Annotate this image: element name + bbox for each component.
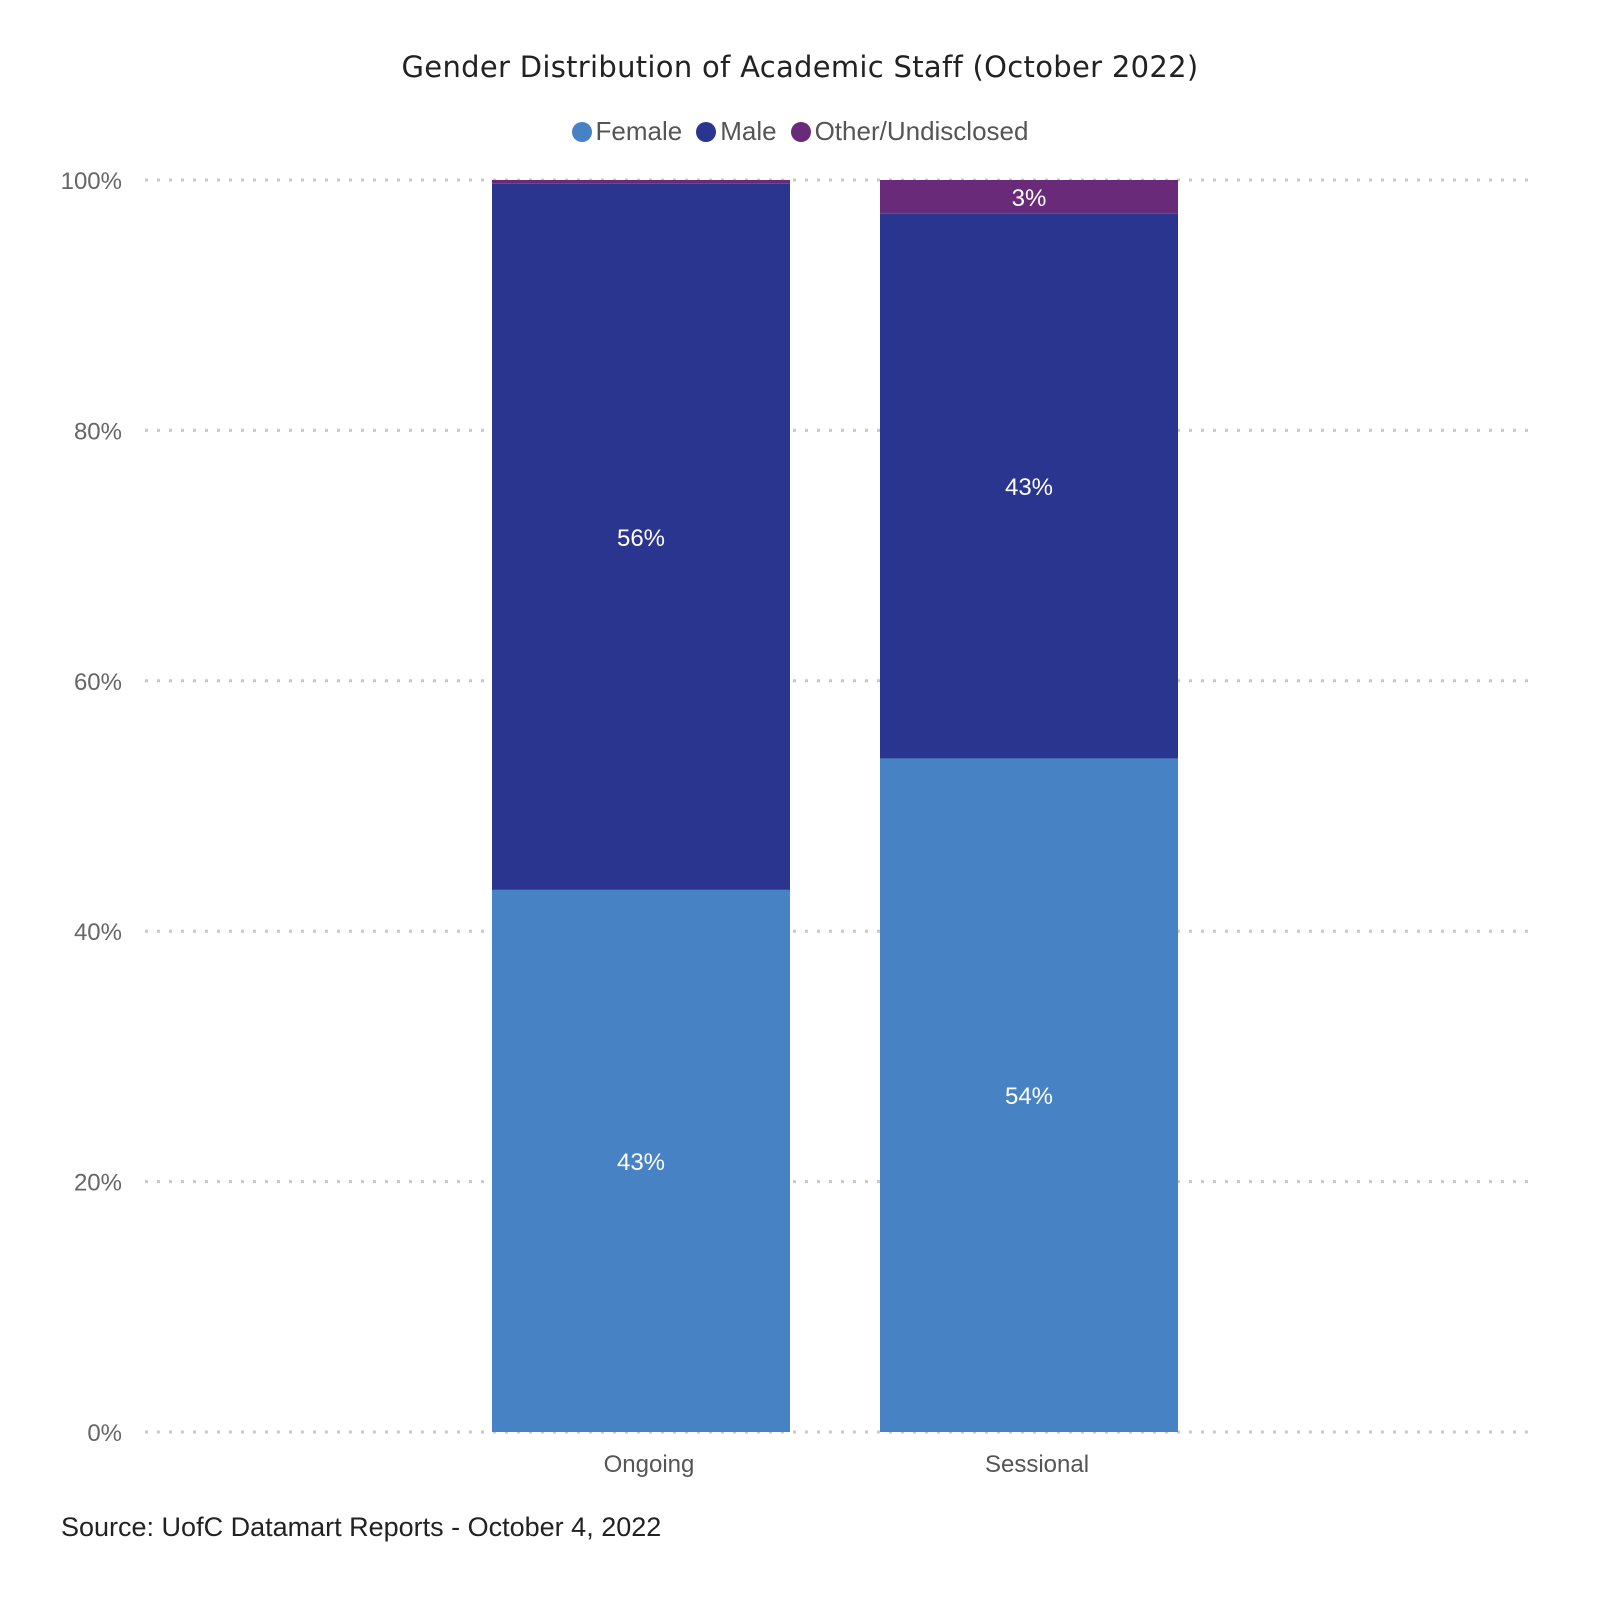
legend-item[interactable]: Female <box>571 116 683 147</box>
legend-item[interactable]: Other/Undisclosed <box>790 116 1029 147</box>
data-label: 3% <box>1012 185 1047 212</box>
legend-label: Other/Undisclosed <box>814 116 1029 146</box>
legend-marker-icon <box>696 121 717 142</box>
bar-segment-male-sessional <box>880 213 1178 759</box>
y-tick-label: 0% <box>87 1420 122 1447</box>
data-label: 56% <box>617 525 665 552</box>
y-tick-label: 60% <box>74 669 122 696</box>
bar-segment-other-undisclosed-sessional <box>880 180 1178 214</box>
y-tick-label: 100% <box>61 168 122 195</box>
bar-segment-male-ongoing <box>492 183 790 890</box>
x-tick-label: Ongoing <box>604 1451 695 1478</box>
bar-segment-other-undisclosed-ongoing <box>492 180 790 184</box>
legend-marker-icon <box>790 121 811 142</box>
bar-segment-female-ongoing <box>492 889 790 1432</box>
source-note: Source: UofC Datamart Reports - October … <box>61 1512 662 1542</box>
data-label: 54% <box>1005 1083 1053 1110</box>
chart-title: Gender Distribution of Academic Staff (O… <box>401 50 1199 84</box>
x-tick-label: Sessional <box>985 1451 1089 1478</box>
bar-segment-female-sessional <box>880 758 1178 1432</box>
data-label: 43% <box>617 1149 665 1176</box>
legend-marker-icon <box>571 121 592 142</box>
legend-label: Male <box>720 116 777 146</box>
legend-item[interactable]: Male <box>696 116 777 147</box>
data-label: 43% <box>1005 474 1053 501</box>
y-tick-label: 40% <box>74 919 122 946</box>
legend: Female Male Other/Undisclosed <box>0 116 1600 147</box>
y-tick-label: 80% <box>74 418 122 445</box>
y-tick-label: 20% <box>74 1170 122 1197</box>
legend-label: Female <box>595 116 683 146</box>
